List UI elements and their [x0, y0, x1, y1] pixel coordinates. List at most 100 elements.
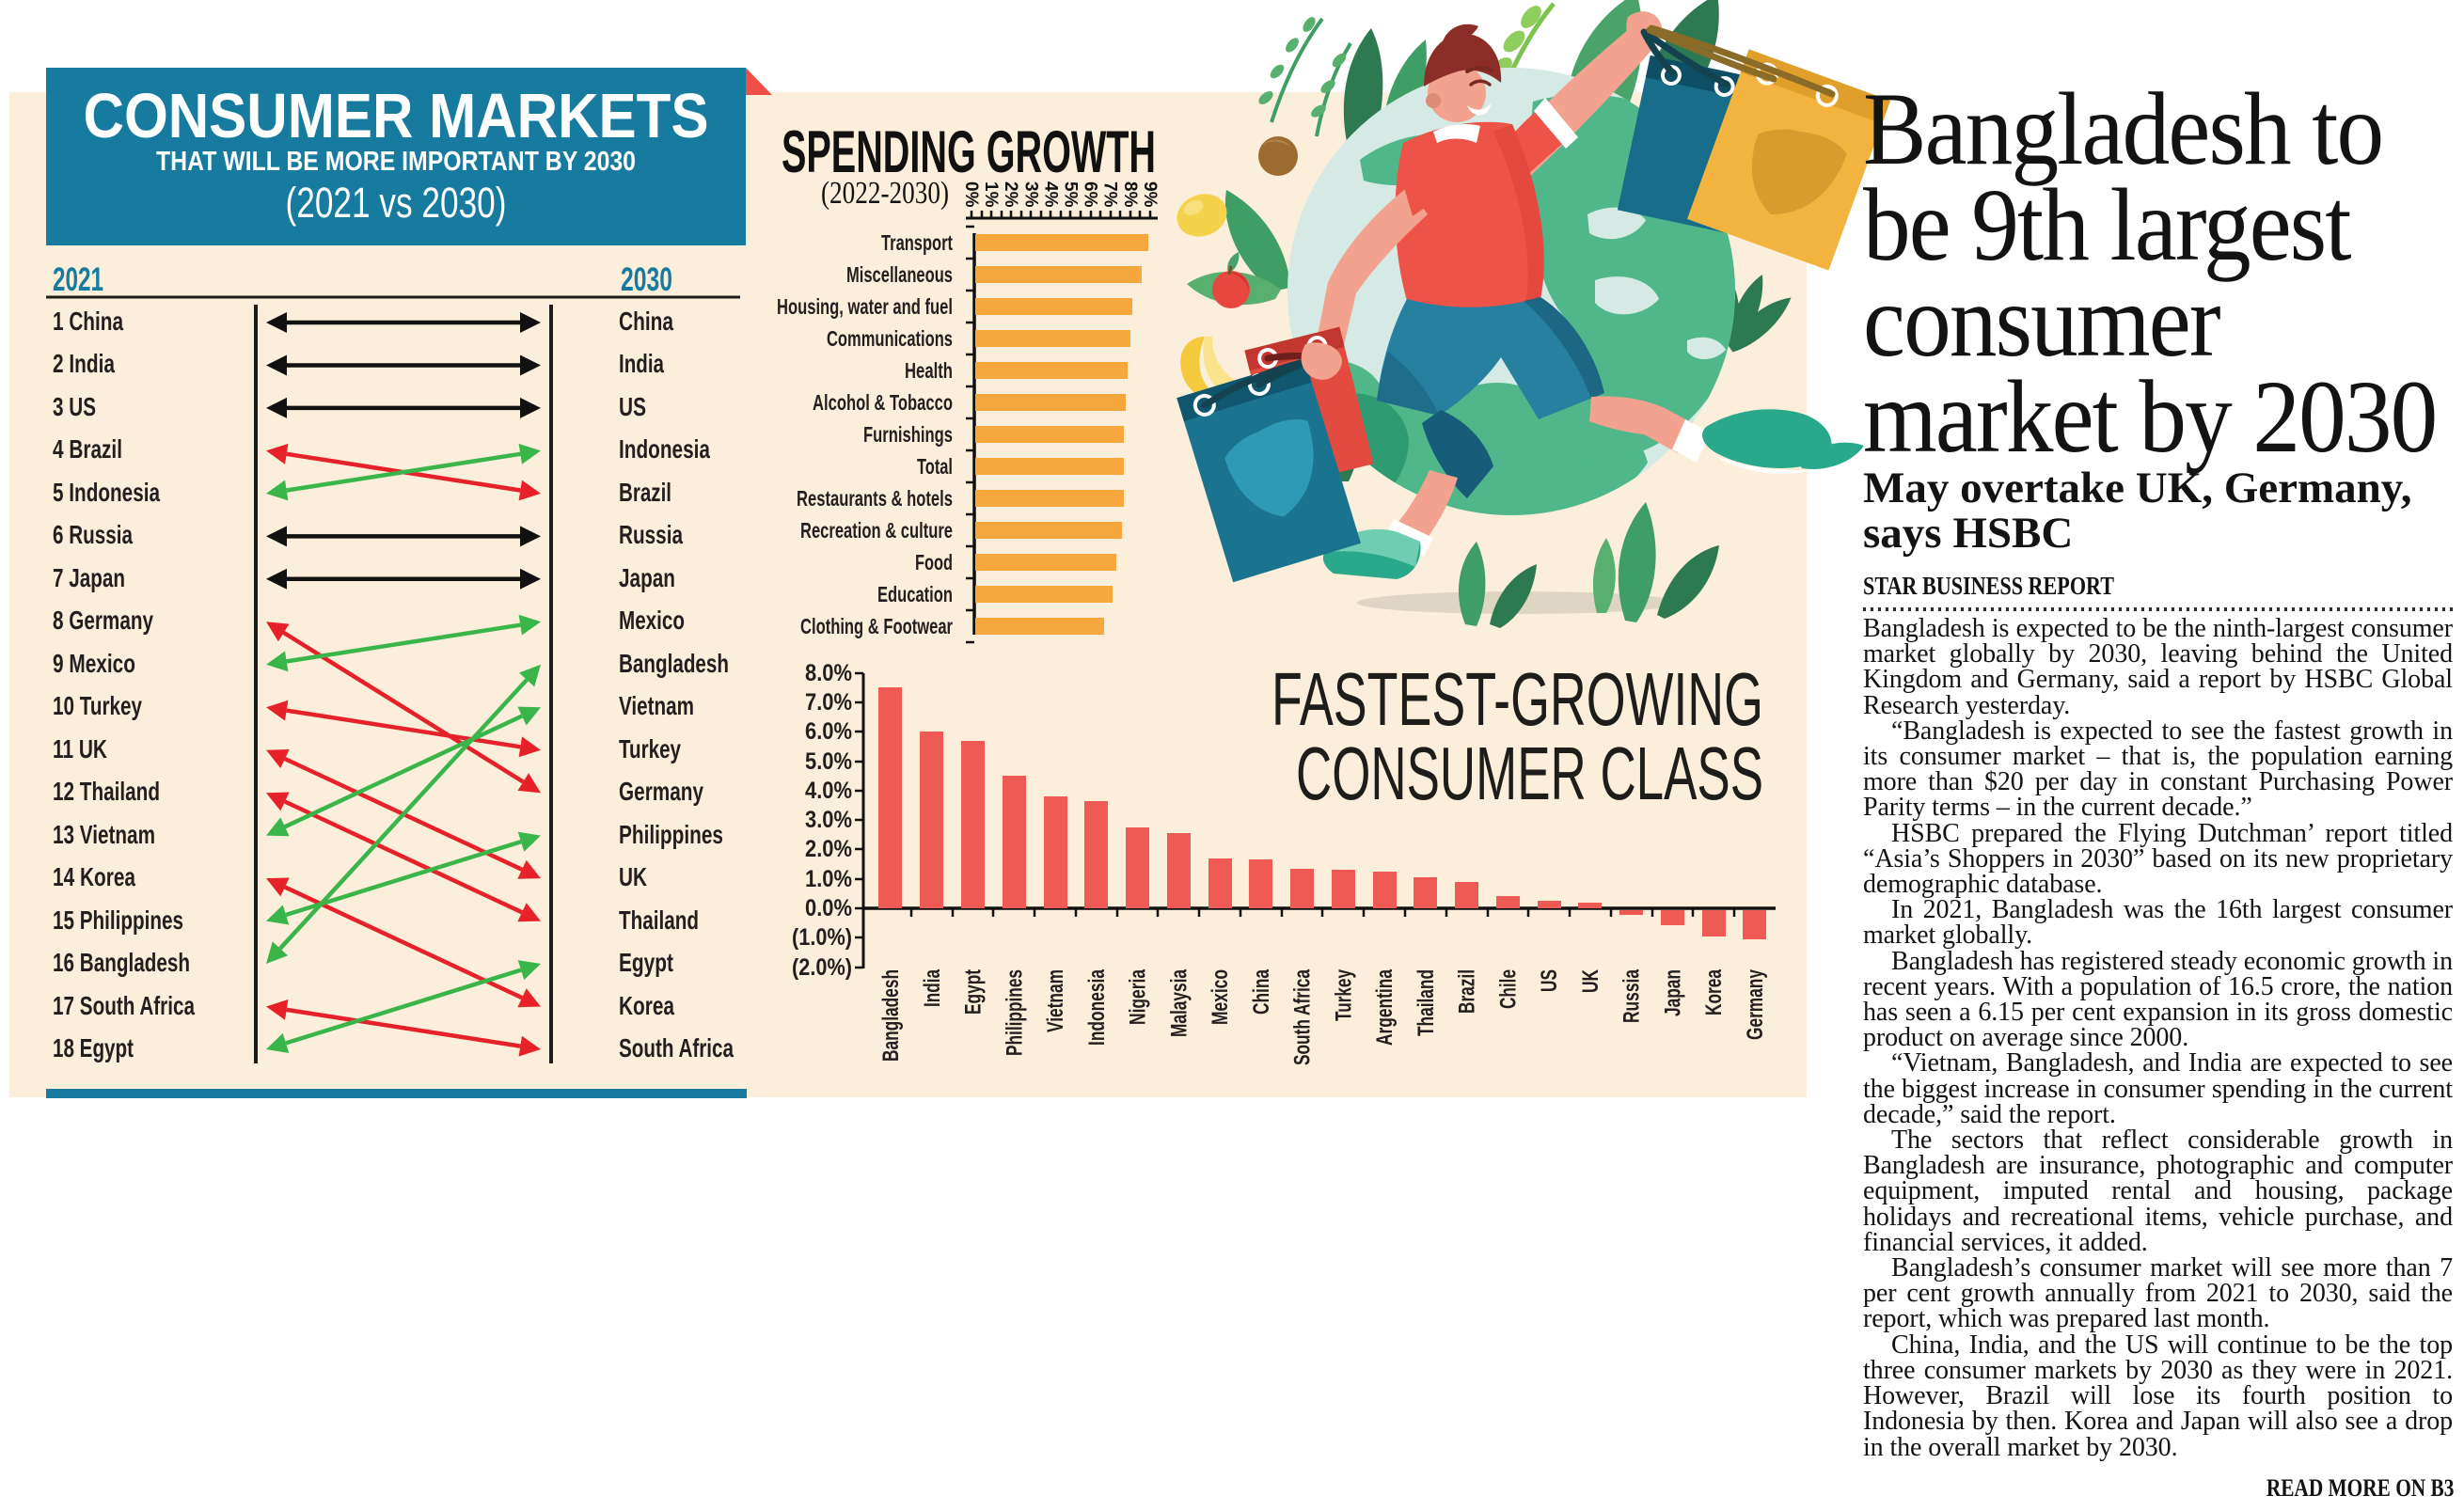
svg-text:9 Mexico: 9 Mexico: [53, 649, 135, 678]
svg-text:CONSUMER CLASS: CONSUMER CLASS: [1296, 732, 1763, 815]
svg-text:UK: UK: [1578, 969, 1603, 993]
svg-text:Restaurants & hotels: Restaurants & hotels: [797, 486, 953, 511]
svg-text:(2021 vs 2030): (2021 vs 2030): [286, 179, 507, 227]
svg-text:Argentina: Argentina: [1372, 969, 1398, 1046]
svg-text:China: China: [619, 307, 673, 336]
svg-text:South Africa: South Africa: [1290, 969, 1316, 1065]
svg-text:Brazil: Brazil: [1455, 969, 1480, 1014]
svg-text:1%: 1%: [981, 181, 1001, 208]
svg-text:Communications: Communications: [827, 326, 953, 351]
svg-text:Total: Total: [917, 454, 953, 479]
svg-text:Philippines: Philippines: [1002, 969, 1027, 1056]
svg-text:18 Egypt: 18 Egypt: [53, 1033, 134, 1062]
svg-text:Furnishings: Furnishings: [863, 422, 953, 447]
svg-text:Health: Health: [905, 358, 953, 383]
svg-text:Japan: Japan: [619, 563, 675, 592]
svg-text:2%: 2%: [1001, 181, 1020, 208]
svg-text:5%: 5%: [1061, 181, 1081, 208]
svg-text:2030: 2030: [621, 261, 672, 298]
svg-text:Turkey: Turkey: [619, 734, 681, 763]
svg-text:11 UK: 11 UK: [53, 734, 107, 763]
svg-text:Education: Education: [877, 582, 953, 606]
svg-text:3 US: 3 US: [53, 392, 96, 421]
svg-text:SPENDING GROWTH: SPENDING GROWTH: [782, 119, 1156, 185]
svg-text:3.0%: 3.0%: [805, 807, 852, 833]
svg-text:16 Bangladesh: 16 Bangladesh: [53, 948, 190, 977]
svg-text:15 Philippines: 15 Philippines: [53, 905, 183, 935]
svg-text:Clothing & Footwear: Clothing & Footwear: [800, 614, 953, 638]
svg-text:2021: 2021: [53, 261, 103, 298]
svg-text:13 Vietnam: 13 Vietnam: [53, 820, 155, 849]
svg-text:2 India: 2 India: [53, 349, 115, 378]
svg-text:4%: 4%: [1040, 181, 1060, 208]
svg-text:Egypt: Egypt: [961, 969, 987, 1015]
svg-text:Miscellaneous: Miscellaneous: [846, 262, 953, 287]
svg-text:Brazil: Brazil: [619, 478, 671, 507]
svg-text:(2.0%): (2.0%): [792, 954, 852, 981]
svg-text:(1.0%): (1.0%): [792, 924, 852, 951]
svg-text:Philippines: Philippines: [619, 820, 723, 849]
svg-text:Russia: Russia: [1619, 969, 1645, 1023]
svg-text:US: US: [1537, 969, 1562, 992]
svg-text:8 Germany: 8 Germany: [53, 606, 153, 635]
svg-text:0%: 0%: [961, 181, 981, 208]
svg-text:FASTEST-GROWING: FASTEST-GROWING: [1271, 657, 1763, 741]
svg-text:(2022-2030): (2022-2030): [821, 176, 949, 211]
svg-text:8%: 8%: [1120, 181, 1140, 208]
svg-text:7 Japan: 7 Japan: [53, 563, 125, 592]
svg-text:Chile: Chile: [1495, 969, 1521, 1009]
svg-text:9%: 9%: [1140, 181, 1160, 208]
svg-text:Nigeria: Nigeria: [1126, 969, 1151, 1025]
svg-text:Bangladesh: Bangladesh: [878, 969, 904, 1062]
svg-text:Egypt: Egypt: [619, 948, 673, 977]
svg-text:Bangladesh: Bangladesh: [619, 649, 729, 678]
svg-text:Germany: Germany: [1743, 969, 1768, 1040]
svg-text:Germany: Germany: [619, 777, 703, 806]
svg-text:Korea: Korea: [1701, 969, 1727, 1015]
svg-text:Mexico: Mexico: [619, 606, 685, 635]
svg-text:5 Indonesia: 5 Indonesia: [53, 478, 160, 507]
svg-text:1 China: 1 China: [53, 307, 123, 336]
svg-text:Transport: Transport: [881, 230, 953, 255]
svg-text:3%: 3%: [1020, 181, 1040, 208]
svg-text:Russia: Russia: [619, 520, 683, 549]
svg-text:1.0%: 1.0%: [805, 866, 852, 892]
svg-text:Vietnam: Vietnam: [1043, 969, 1068, 1032]
svg-text:12 Thailand: 12 Thailand: [53, 777, 160, 806]
svg-text:Japan: Japan: [1660, 969, 1685, 1016]
svg-text:UK: UK: [619, 862, 647, 891]
svg-text:5.0%: 5.0%: [805, 748, 852, 775]
svg-text:6.0%: 6.0%: [805, 718, 852, 745]
svg-text:0.0%: 0.0%: [805, 895, 852, 921]
svg-text:7.0%: 7.0%: [805, 689, 852, 716]
svg-text:THAT WILL BE MORE IMPORTANT BY: THAT WILL BE MORE IMPORTANT BY 2030: [156, 147, 636, 177]
svg-text:10 Turkey: 10 Turkey: [53, 691, 142, 720]
svg-text:Korea: Korea: [619, 991, 674, 1020]
svg-text:India: India: [619, 349, 664, 378]
svg-text:6 Russia: 6 Russia: [53, 520, 133, 549]
svg-text:6%: 6%: [1081, 181, 1100, 208]
svg-text:India: India: [920, 969, 945, 1007]
svg-text:Malaysia: Malaysia: [1166, 969, 1192, 1037]
svg-text:CONSUMER MARKETS: CONSUMER MARKETS: [84, 81, 709, 151]
svg-text:Alcohol & Tobacco: Alcohol & Tobacco: [813, 390, 953, 415]
svg-text:Indonesia: Indonesia: [619, 434, 710, 464]
svg-text:8.0%: 8.0%: [805, 660, 852, 686]
svg-text:Mexico: Mexico: [1208, 969, 1233, 1025]
svg-text:14 Korea: 14 Korea: [53, 862, 135, 891]
svg-text:4 Brazil: 4 Brazil: [53, 434, 122, 464]
svg-text:South Africa: South Africa: [619, 1033, 734, 1062]
svg-text:Thailand: Thailand: [619, 905, 699, 935]
svg-text:2.0%: 2.0%: [805, 836, 852, 862]
svg-text:Housing, water and fuel: Housing, water and fuel: [777, 294, 953, 319]
svg-text:Indonesia: Indonesia: [1084, 969, 1110, 1046]
svg-text:US: US: [619, 392, 646, 421]
svg-text:7%: 7%: [1100, 181, 1120, 208]
svg-text:Vietnam: Vietnam: [619, 691, 694, 720]
svg-text:Recreation & culture: Recreation & culture: [800, 518, 953, 543]
svg-text:Food: Food: [915, 550, 953, 574]
svg-text:Thailand: Thailand: [1414, 969, 1439, 1036]
svg-text:Turkey: Turkey: [1331, 969, 1356, 1021]
svg-text:4.0%: 4.0%: [805, 778, 852, 804]
svg-text:China: China: [1249, 969, 1274, 1015]
